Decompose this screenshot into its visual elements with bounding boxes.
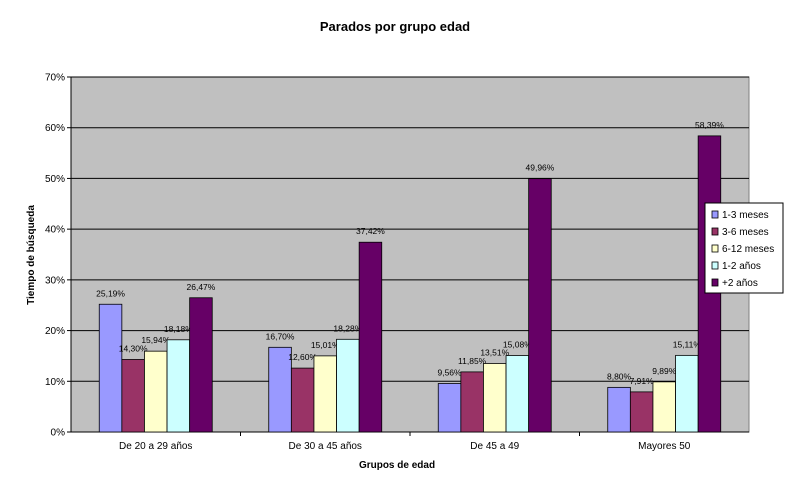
bar bbox=[460, 371, 484, 433]
legend-swatch bbox=[711, 227, 719, 236]
data-label: 26,47% bbox=[187, 282, 216, 292]
data-label: 18,28% bbox=[333, 323, 362, 333]
bar bbox=[607, 386, 631, 433]
bar bbox=[166, 339, 191, 433]
bar bbox=[313, 355, 337, 433]
bar bbox=[121, 359, 145, 433]
x-axis-title: Grupos de edad bbox=[359, 460, 435, 471]
bar bbox=[629, 391, 654, 433]
legend-label: 6-12 meses bbox=[722, 244, 774, 255]
data-label: 8,80% bbox=[607, 371, 632, 381]
bar bbox=[336, 338, 360, 433]
bar bbox=[189, 297, 213, 433]
bar bbox=[437, 383, 462, 433]
data-label: 14,30% bbox=[119, 343, 148, 353]
bar bbox=[290, 367, 315, 433]
data-label: 58,39% bbox=[695, 120, 724, 130]
y-tick-label: 60% bbox=[45, 123, 65, 134]
chart-title: Parados por grupo edad bbox=[320, 19, 470, 34]
y-tick-label: 20% bbox=[45, 326, 65, 337]
x-tick-label: De 45 a 49 bbox=[470, 441, 519, 452]
x-tick-label: Mayores 50 bbox=[638, 441, 691, 452]
data-label: 15,08% bbox=[503, 340, 532, 350]
y-tick-label: 50% bbox=[45, 174, 65, 185]
data-label: 15,01% bbox=[311, 340, 340, 350]
data-label: 16,70% bbox=[266, 331, 295, 341]
y-tick-label: 70% bbox=[45, 73, 65, 84]
y-tick-label: 10% bbox=[45, 377, 65, 388]
x-tick-label: De 20 a 29 años bbox=[119, 441, 192, 452]
data-label: 15,94% bbox=[141, 335, 170, 345]
y-tick-label: 30% bbox=[45, 275, 65, 286]
legend-swatch bbox=[711, 244, 719, 253]
data-label: 7,91% bbox=[630, 376, 655, 386]
legend-swatch bbox=[711, 261, 719, 270]
data-label: 9,56% bbox=[437, 368, 462, 378]
data-label: 13,51% bbox=[480, 347, 509, 357]
y-tick-label: 40% bbox=[45, 225, 65, 236]
bar bbox=[98, 303, 123, 433]
y-axis-title: Tiempo de búsqueda bbox=[26, 205, 37, 305]
data-label: 37,42% bbox=[356, 226, 385, 236]
bar bbox=[675, 354, 699, 433]
data-label: 49,96% bbox=[526, 163, 555, 173]
data-label: 12,60% bbox=[288, 352, 317, 362]
legend-swatch bbox=[711, 278, 719, 287]
legend-label: 1-3 meses bbox=[722, 210, 769, 221]
data-label: 9,89% bbox=[652, 366, 677, 376]
bar bbox=[505, 355, 530, 433]
x-tick-label: De 30 a 45 años bbox=[289, 441, 362, 452]
bar bbox=[358, 241, 383, 433]
bar bbox=[652, 381, 676, 433]
bar bbox=[528, 178, 552, 433]
bar bbox=[144, 350, 168, 433]
legend-label: 3-6 meses bbox=[722, 227, 769, 238]
data-label: 11,85% bbox=[458, 356, 487, 366]
bar bbox=[483, 363, 507, 433]
y-tick-label: 0% bbox=[51, 428, 66, 439]
legend-label: 1-2 años bbox=[722, 261, 761, 272]
data-label: 25,19% bbox=[96, 288, 125, 298]
data-label: 15,11% bbox=[673, 339, 702, 349]
legend-label: +2 años bbox=[722, 278, 758, 289]
legend-swatch bbox=[711, 210, 719, 219]
data-label: 18,18% bbox=[164, 324, 193, 334]
